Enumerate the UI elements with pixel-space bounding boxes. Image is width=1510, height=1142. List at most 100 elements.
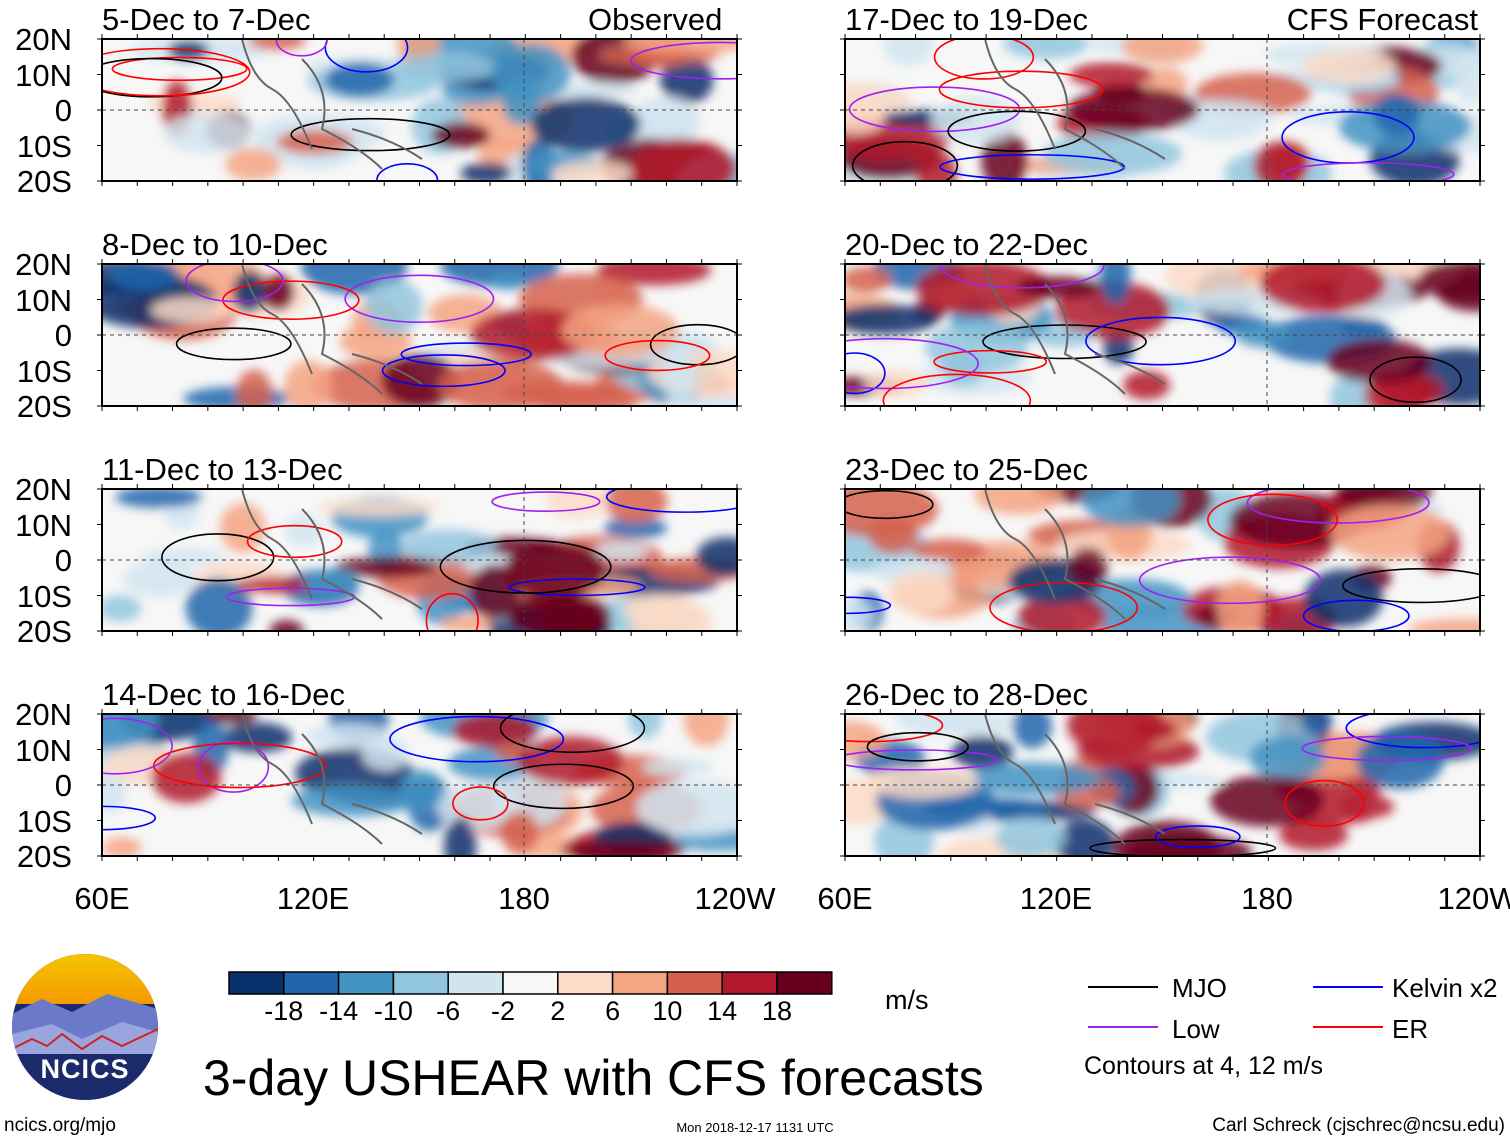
shear-anomaly-patch (102, 595, 142, 622)
shear-anomaly-patch (335, 557, 438, 578)
wave-contour (344, 274, 495, 323)
map-panel (840, 34, 1485, 186)
shear-anomaly-patch (915, 150, 957, 181)
lat-label: 10S (16, 353, 72, 389)
wave-contour (1246, 489, 1430, 524)
shear-anomaly-patch (1067, 547, 1109, 587)
units-label: m/s (885, 985, 929, 1015)
colorbar-swatch (447, 971, 504, 995)
colorbar-tick-label: -2 (490, 996, 516, 1026)
shear-anomaly-patch (1335, 489, 1433, 511)
shear-anomaly-patch (1012, 714, 1052, 749)
legend-kelvin: Kelvin x2 (1392, 973, 1498, 1003)
shear-anomaly-patch (1340, 795, 1395, 819)
shear-anomaly-patch (302, 568, 360, 596)
shear-anomaly-patch (1099, 264, 1131, 305)
shear-anomaly-patch (1301, 714, 1333, 738)
wave-contour (491, 491, 601, 513)
map-panel (840, 259, 1485, 411)
shear-anomaly-patch (630, 139, 736, 181)
coastline (984, 264, 1166, 395)
shear-anomaly-patch (1279, 818, 1349, 851)
panel-title: 17-Dec to 19-Dec (845, 2, 1088, 37)
wave-contour (197, 741, 270, 793)
shear-anomaly-patch (1259, 264, 1387, 313)
observed-label: Observed (588, 2, 723, 37)
shear-anomaly-patch (317, 498, 440, 516)
wave-contour (1301, 735, 1472, 762)
wave-contour (845, 489, 934, 520)
wave-contour (604, 339, 711, 372)
shear-anomaly-patch (291, 785, 414, 817)
shear-anomaly-patch (1123, 370, 1171, 400)
lat-label: 20S (16, 839, 72, 874)
cfs-forecast-label: CFS Forecast (1286, 2, 1478, 37)
panel-title: 11-Dec to 13-Dec (102, 452, 343, 487)
lon-label: 180 (1241, 881, 1293, 916)
footer-timestamp: Mon 2018-12-17 1131 UTC (676, 1120, 834, 1135)
shear-anomaly-patch (995, 816, 1066, 856)
footer-url[interactable]: ncics.org/mjo (4, 1115, 116, 1136)
lon-label: 60E (817, 881, 873, 916)
lat-label: 20N (15, 22, 72, 57)
shear-anomaly-patch (845, 266, 892, 293)
shear-anomaly-patch (109, 264, 179, 291)
wave-contour (1138, 556, 1322, 605)
shear-anomaly-patch (102, 837, 142, 856)
shear-anomaly-patch (439, 615, 504, 631)
wave-contour (175, 327, 292, 361)
wave-contour (1302, 599, 1410, 631)
lon-label: 120W (694, 881, 776, 916)
lon-label: 120W (1437, 881, 1510, 916)
figure-title: 3-day USHEAR with CFS forecasts (203, 1050, 984, 1106)
shear-anomaly-patch (940, 349, 986, 387)
shear-anomaly-patch (1032, 327, 1095, 348)
wave-contour (102, 717, 173, 775)
lat-label: 0 (54, 768, 72, 803)
panel-title: 14-Dec to 16-Dec (102, 677, 345, 712)
lat-label: 20S (16, 164, 72, 199)
shear-anomaly-patch (381, 353, 459, 406)
lat-label: 20N (15, 247, 72, 282)
shear-anomaly-patch (868, 517, 918, 554)
shear-anomaly-patch (1326, 339, 1432, 384)
shear-anomaly-patch (517, 736, 624, 786)
shear-anomaly-patch (1235, 319, 1290, 348)
wave-contour (982, 324, 1147, 360)
shear-anomaly-patch (1216, 579, 1264, 631)
shear-anomaly-patch (469, 308, 596, 361)
wave-contour (389, 715, 565, 763)
wave-contour (1155, 825, 1241, 849)
lat-label: 0 (54, 318, 72, 353)
lat-label: 10N (15, 507, 72, 543)
wave-contour (947, 110, 1087, 152)
wave-contour (185, 264, 284, 303)
shear-anomaly-patch (1067, 87, 1200, 132)
wave-contour (1342, 568, 1480, 604)
wave-contour (989, 581, 1139, 631)
shear-anomaly-patch (102, 774, 127, 813)
wave-contour (492, 763, 635, 810)
wave-contour (508, 578, 646, 597)
shear-anomaly-patch (504, 541, 606, 598)
shear-anomaly-patch (916, 264, 1052, 317)
lat-label: 10N (15, 732, 72, 768)
coastline (984, 714, 1166, 845)
colorbar-swatch (502, 971, 559, 995)
contour-note: Contours at 4, 12 m/s (1084, 1052, 1324, 1080)
lon-label: 60E (74, 881, 130, 916)
shear-anomaly-patch (115, 489, 202, 508)
colorbar-swatch (721, 971, 778, 995)
shear-anomaly-patch (1121, 39, 1203, 64)
shear-anomaly-patch (636, 779, 737, 837)
wave-contour (630, 41, 737, 80)
shear-anomaly-patch (845, 720, 886, 760)
shear-anomaly-patch (490, 43, 571, 104)
map-panel (97, 484, 742, 636)
wave-contour (845, 596, 892, 615)
panel-title: 20-Dec to 22-Dec (845, 227, 1088, 262)
wave-contour (161, 533, 275, 582)
shear-anomaly-patch (305, 723, 391, 749)
colorbar-swatch (392, 971, 449, 995)
lat-label: 0 (54, 543, 72, 578)
